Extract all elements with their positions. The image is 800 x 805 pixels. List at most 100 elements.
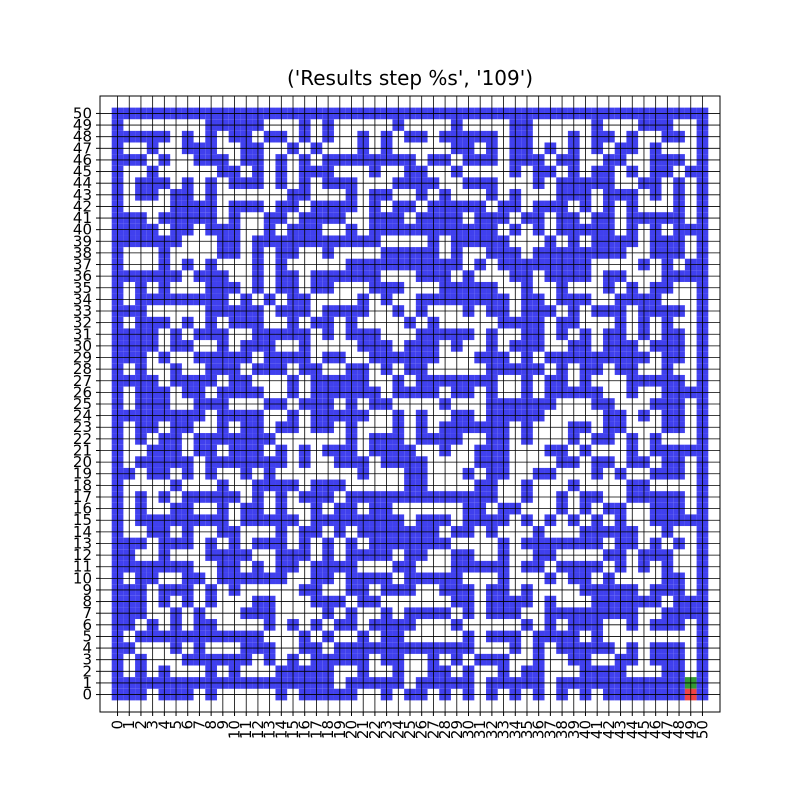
- y-tick-label: 35: [73, 279, 92, 297]
- y-tick-label: 18: [73, 476, 92, 494]
- x-tick-label: 50: [693, 720, 711, 739]
- x-tick-label: 9: [214, 720, 232, 730]
- y-tick-label: 8: [82, 593, 92, 611]
- x-axis-ticks: 0123456789101112131415161718192021222324…: [109, 712, 711, 739]
- y-tick-label: 0: [82, 686, 92, 704]
- x-tick-label: 13: [261, 720, 279, 739]
- x-tick-label: 17: [307, 720, 325, 739]
- x-tick-label: 49: [682, 720, 700, 739]
- y-tick-label: 45: [73, 163, 92, 181]
- y-axis-ticks: 0123456789101112131415161718192021222324…: [73, 104, 100, 704]
- x-tick-label: 28: [436, 720, 454, 739]
- y-tick-label: 16: [73, 500, 92, 518]
- y-tick-label: 13: [73, 534, 92, 552]
- y-tick-label: 4: [82, 639, 92, 657]
- x-tick-label: 35: [518, 720, 536, 739]
- y-tick-label: 12: [73, 546, 92, 564]
- y-tick-label: 25: [73, 395, 92, 413]
- x-tick-label: 44: [623, 720, 641, 739]
- y-tick-label: 47: [73, 139, 92, 157]
- y-tick-label: 21: [73, 441, 92, 459]
- x-tick-label: 3: [144, 720, 162, 730]
- x-tick-label: 16: [296, 720, 314, 739]
- x-tick-label: 24: [389, 720, 407, 739]
- x-tick-label: 11: [237, 720, 255, 739]
- x-tick-label: 38: [553, 720, 571, 739]
- x-tick-label: 46: [647, 720, 665, 739]
- y-tick-label: 37: [73, 256, 92, 274]
- y-tick-label: 49: [73, 116, 92, 134]
- y-tick-label: 36: [73, 267, 92, 285]
- y-tick-label: 23: [73, 418, 92, 436]
- y-tick-label: 42: [73, 197, 92, 215]
- y-tick-label: 10: [73, 569, 92, 587]
- y-tick-label: 2: [82, 662, 92, 680]
- y-tick-label: 46: [73, 151, 92, 169]
- y-tick-label: 43: [73, 186, 92, 204]
- x-tick-label: 42: [600, 720, 618, 739]
- x-tick-label: 4: [155, 720, 173, 730]
- y-tick-label: 41: [73, 209, 92, 227]
- x-tick-label: 37: [541, 720, 559, 739]
- x-tick-label: 34: [506, 720, 524, 739]
- y-tick-label: 5: [82, 627, 92, 645]
- x-tick-label: 25: [401, 720, 419, 739]
- x-tick-label: 19: [331, 720, 349, 739]
- y-tick-label: 3: [82, 651, 92, 669]
- x-tick-label: 14: [272, 720, 290, 739]
- y-tick-label: 50: [73, 104, 92, 122]
- x-tick-label: 2: [132, 720, 150, 730]
- y-tick-label: 14: [73, 523, 92, 541]
- x-tick-label: 33: [495, 720, 513, 739]
- y-tick-label: 19: [73, 465, 92, 483]
- y-tick-label: 48: [73, 128, 92, 146]
- y-tick-label: 29: [73, 349, 92, 367]
- x-tick-label: 1: [120, 720, 138, 730]
- y-tick-label: 33: [73, 302, 92, 320]
- x-tick-label: 27: [424, 720, 442, 739]
- x-tick-label: 29: [448, 720, 466, 739]
- x-tick-label: 12: [249, 720, 267, 739]
- x-tick-label: 41: [588, 720, 606, 739]
- grid-lines: [100, 96, 720, 712]
- x-tick-label: 43: [612, 720, 630, 739]
- y-tick-label: 22: [73, 430, 92, 448]
- y-tick-label: 38: [73, 244, 92, 262]
- x-tick-label: 8: [202, 720, 220, 730]
- y-tick-label: 11: [73, 558, 92, 576]
- x-tick-label: 6: [179, 720, 197, 730]
- x-tick-label: 20: [343, 720, 361, 739]
- x-tick-label: 30: [459, 720, 477, 739]
- y-tick-label: 31: [73, 325, 92, 343]
- x-tick-label: 18: [319, 720, 337, 739]
- y-tick-label: 9: [82, 581, 92, 599]
- y-tick-label: 7: [82, 604, 92, 622]
- x-tick-label: 23: [378, 720, 396, 739]
- x-tick-label: 32: [483, 720, 501, 739]
- y-tick-label: 15: [73, 511, 92, 529]
- y-tick-label: 17: [73, 488, 92, 506]
- y-tick-label: 6: [82, 616, 92, 634]
- x-tick-label: 31: [471, 720, 489, 739]
- y-tick-label: 28: [73, 360, 92, 378]
- x-tick-label: 26: [413, 720, 431, 739]
- y-tick-label: 26: [73, 383, 92, 401]
- y-tick-label: 34: [73, 290, 92, 308]
- chart-title: ('Results step %s', '109'): [286, 66, 534, 90]
- y-tick-label: 27: [73, 372, 92, 390]
- x-tick-label: 21: [354, 720, 372, 739]
- x-tick-label: 10: [226, 720, 244, 739]
- x-tick-label: 40: [576, 720, 594, 739]
- y-tick-label: 20: [73, 453, 92, 471]
- x-tick-label: 15: [284, 720, 302, 739]
- y-tick-label: 40: [73, 221, 92, 239]
- x-tick-label: 39: [565, 720, 583, 739]
- y-tick-label: 1: [82, 674, 92, 692]
- x-tick-label: 7: [190, 720, 208, 730]
- x-tick-label: 0: [109, 720, 127, 730]
- x-tick-label: 36: [530, 720, 548, 739]
- x-tick-label: 5: [167, 720, 185, 730]
- x-tick-label: 45: [635, 720, 653, 739]
